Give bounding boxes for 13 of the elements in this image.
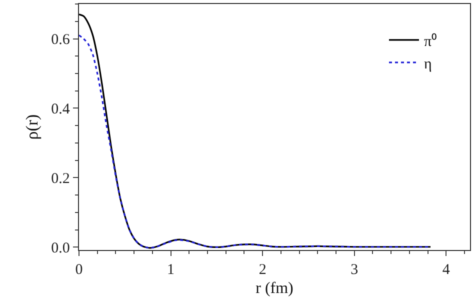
y-tick-label: 0.6 (51, 32, 70, 48)
x-axis-title: r (fm) (256, 280, 294, 297)
legend-label: η (424, 56, 432, 72)
x-tick-label: 1 (167, 262, 175, 278)
x-tick-label: 0 (75, 262, 83, 278)
y-axis-title: ρ(r) (22, 114, 42, 140)
y-tick-label: 0.4 (51, 101, 70, 118)
legend-label: π⁰ (424, 32, 437, 50)
y-tick-label: 0.2 (51, 170, 70, 187)
x-tick-label: 2 (258, 262, 266, 278)
x-tick-label: 4 (442, 262, 450, 278)
y-tick-label: 0.0 (51, 240, 70, 256)
x-tick-label: 3 (350, 262, 358, 278)
